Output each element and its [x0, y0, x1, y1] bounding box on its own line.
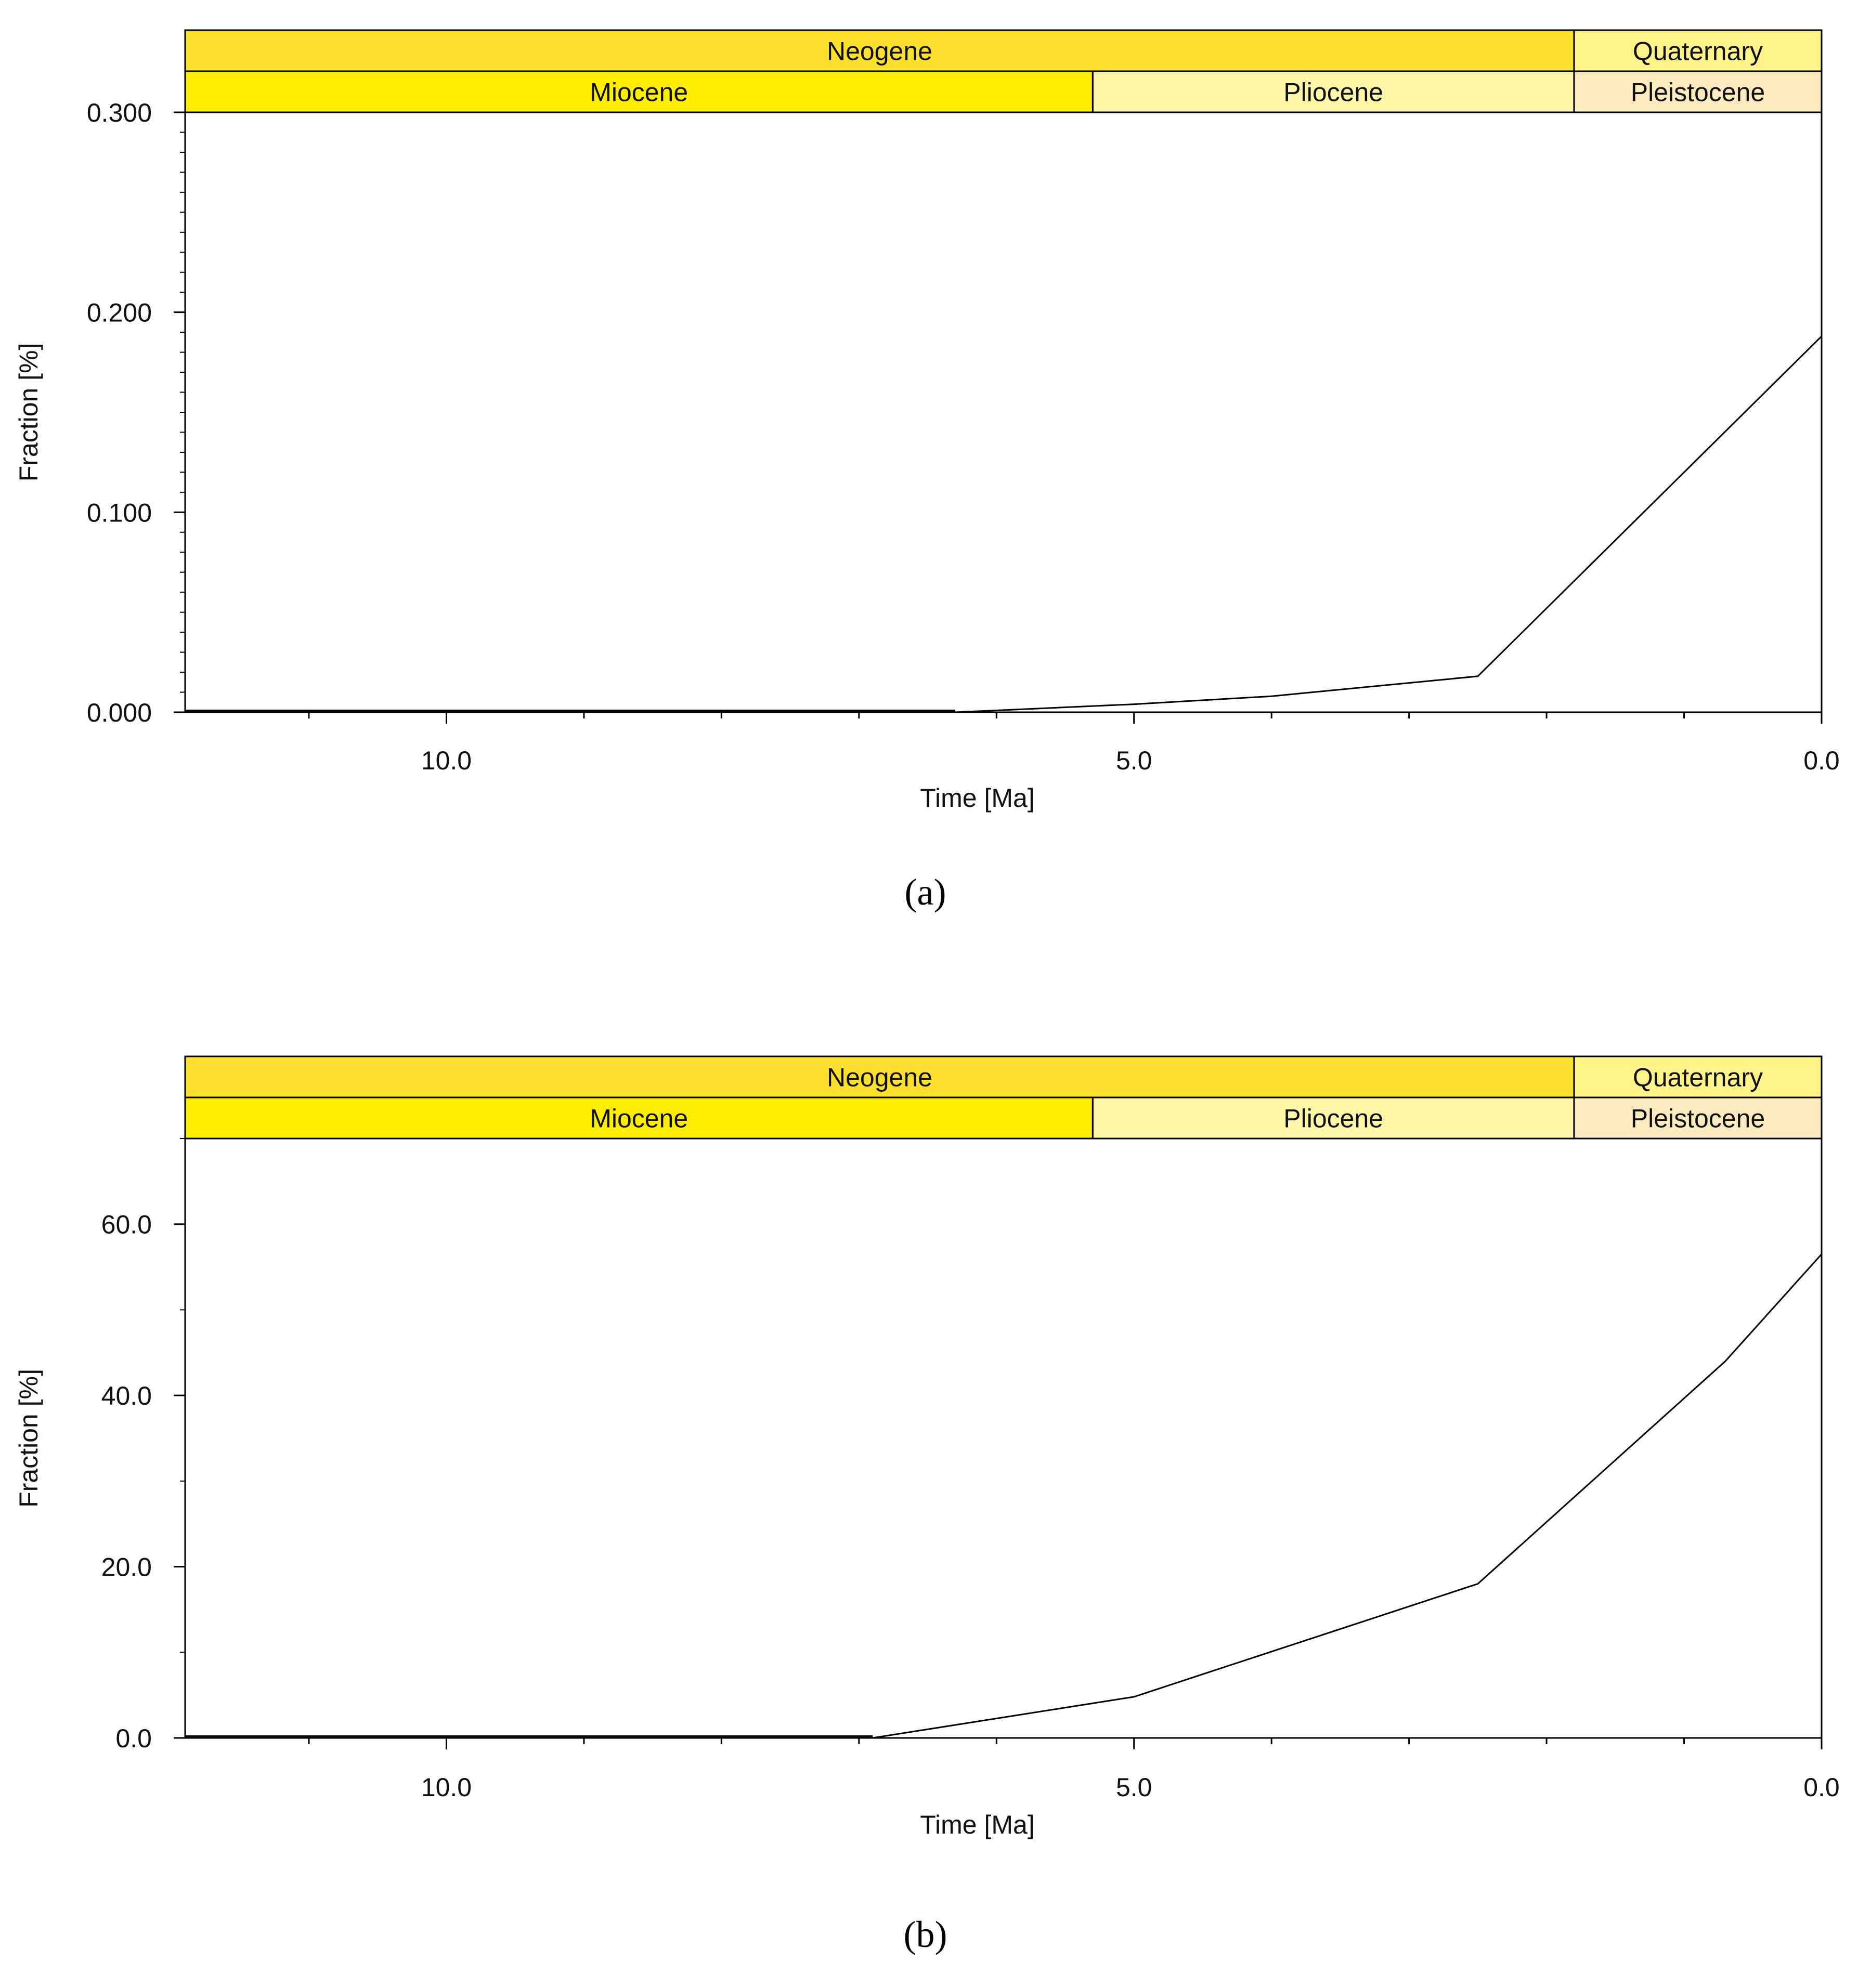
x-tick-label: 5.0	[1116, 1773, 1152, 1802]
x-tick-label: 0.0	[1803, 1773, 1840, 1802]
y-axis-label: Fraction [%]	[14, 1369, 43, 1508]
y-tick-label: 20.0	[101, 1553, 152, 1582]
panel-caption: (b)	[904, 1914, 947, 1955]
x-tick-label: 10.0	[421, 1773, 472, 1802]
chart-panel-a: Neogene Quaternary Miocene Pliocene Pleistoc…	[14, 29, 1840, 913]
panel-caption: (a)	[905, 871, 946, 913]
y-tick-label: 0.0	[115, 1724, 152, 1753]
epoch-pliocene-label: Pliocene	[1283, 1104, 1383, 1133]
epoch-pleistocene-label: Pleistocene	[1631, 78, 1765, 107]
x-tick-label: 5.0	[1116, 746, 1152, 775]
y-axis-label: Fraction [%]	[14, 343, 43, 482]
plot-area	[184, 1137, 1823, 1739]
plot-area	[184, 111, 1823, 713]
y-tick-label: 0.100	[87, 498, 152, 527]
y-tick-label: 0.000	[87, 698, 152, 727]
x-tick-label: 0.0	[1803, 746, 1840, 775]
period-neogene-box	[184, 29, 1575, 72]
period-neogene-label: Neogene	[827, 37, 932, 66]
x-axis-label: Time [Ma]	[920, 1810, 1034, 1839]
period-quaternary-box	[1573, 1055, 1823, 1098]
period-quaternary-box	[1573, 29, 1823, 72]
period-neogene-label: Neogene	[827, 1063, 932, 1092]
period-neogene-box	[184, 1055, 1575, 1098]
x-tick-label: 10.0	[421, 746, 472, 775]
y-tick-label: 0.300	[87, 98, 152, 127]
epoch-miocene-box	[184, 70, 1094, 113]
y-tick-label: 0.200	[87, 298, 152, 328]
y-tick-label: 60.0	[101, 1210, 152, 1239]
x-axis-label: Time [Ma]	[920, 783, 1034, 813]
epoch-pliocene-label: Pliocene	[1283, 78, 1383, 107]
epoch-pleistocene-box	[1573, 1096, 1823, 1140]
chart-panel-b: Neogene Quaternary Miocene Pliocene Pleistoc…	[14, 1055, 1840, 1955]
epoch-pliocene-box	[1092, 1096, 1575, 1140]
epoch-miocene-label: Miocene	[590, 78, 688, 107]
epoch-pleistocene-label: Pleistocene	[1631, 1104, 1765, 1133]
epoch-miocene-label: Miocene	[590, 1104, 688, 1133]
period-quaternary-label: Quaternary	[1633, 1063, 1763, 1092]
period-quaternary-label: Quaternary	[1633, 37, 1763, 66]
y-tick-label: 40.0	[101, 1381, 152, 1410]
